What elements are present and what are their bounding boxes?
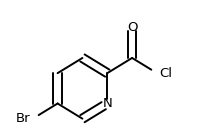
- Text: N: N: [102, 97, 112, 110]
- Text: Br: Br: [16, 112, 30, 125]
- Text: O: O: [127, 21, 137, 34]
- Text: Cl: Cl: [159, 67, 172, 80]
